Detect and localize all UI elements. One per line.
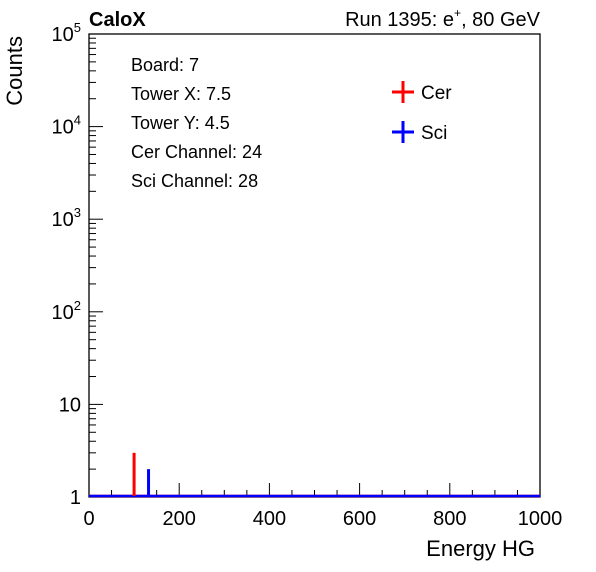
info-block: Board: 7 Tower X: 7.5 Tower Y: 4.5 Cer Chan…	[131, 55, 262, 191]
x-tick-label: 400	[253, 508, 286, 530]
x-axis: 0 200 400 600 800 1000	[83, 483, 562, 530]
y-tick-label: 103	[52, 205, 81, 231]
x-tick-label: 1000	[518, 508, 563, 530]
info-line: Board: 7	[131, 55, 199, 75]
brand-label: CaloX	[89, 9, 146, 31]
y-axis: 1 10 102 103 104 105	[52, 20, 103, 509]
x-tick-label: 800	[433, 508, 466, 530]
y-tick-label: 1	[70, 487, 81, 509]
run-label-suffix: , 80 GeV	[461, 9, 541, 31]
y-tick-label: 104	[52, 113, 81, 139]
y-tick-label: 10	[59, 394, 81, 416]
legend-label: Cer	[421, 83, 452, 104]
run-label-sup: +	[454, 6, 461, 20]
y-tick-label: 102	[52, 298, 81, 324]
info-line: Tower X: 7.5	[131, 84, 231, 104]
x-axis-title: Energy HG	[426, 536, 535, 561]
x-tick-label: 0	[83, 508, 94, 530]
data-marks	[89, 452, 540, 498]
y-tick-label: 105	[52, 20, 81, 46]
info-line: Tower Y: 4.5	[131, 113, 230, 133]
run-label: Run 1395: e+, 80 GeV	[345, 6, 541, 31]
info-line: Sci Channel: 28	[131, 171, 258, 191]
legend-label: Sci	[421, 123, 447, 144]
run-label-main: Run 1395: e	[345, 9, 454, 31]
info-line: Cer Channel: 24	[131, 142, 262, 162]
x-tick-label: 600	[343, 508, 376, 530]
legend: Cer Sci	[392, 81, 452, 144]
x-tick-label: 200	[163, 508, 196, 530]
y-axis-title: Counts	[2, 36, 27, 106]
